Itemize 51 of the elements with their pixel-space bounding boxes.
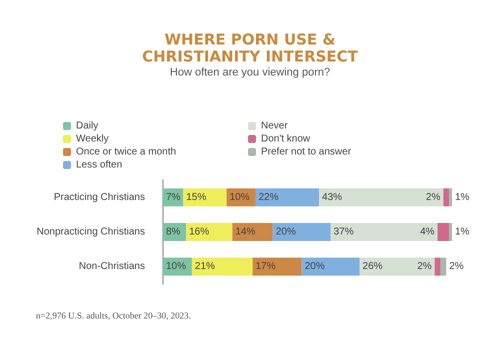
data-label: 14% xyxy=(235,226,256,238)
bar xyxy=(449,188,452,206)
data-label: 1% xyxy=(455,226,470,238)
bar xyxy=(302,258,360,276)
data-label: 4% xyxy=(420,226,435,238)
data-label: 7% xyxy=(166,192,181,203)
data-label: 10% xyxy=(166,261,186,272)
data-label: 2% xyxy=(426,192,440,203)
chart-subtitle: How often are you viewing porn? xyxy=(170,66,330,78)
data-label: 21% xyxy=(194,261,216,272)
legend-label: Once or twice a month xyxy=(76,146,176,158)
data-label: 2% xyxy=(417,261,432,272)
data-label: 8% xyxy=(166,226,181,238)
bar xyxy=(440,258,446,276)
data-label: 26% xyxy=(362,261,383,272)
bar xyxy=(255,188,320,206)
data-label: 17% xyxy=(256,261,276,272)
data-label: 16% xyxy=(189,226,210,238)
data-label: 2% xyxy=(449,261,464,272)
data-label: 22% xyxy=(258,192,279,203)
data-label: 43% xyxy=(322,192,342,203)
legend-label: Weekly xyxy=(76,134,109,144)
data-label: 37% xyxy=(334,226,354,238)
bar xyxy=(360,258,435,276)
text: n=2,976 U.S. adults, October 20–30, 2023. xyxy=(36,310,191,320)
bar xyxy=(232,223,273,241)
y-tick-label: Nonpracticing Christians xyxy=(36,226,145,238)
bar xyxy=(434,258,440,276)
bar xyxy=(330,223,438,241)
bar xyxy=(183,188,227,206)
legend-label: Less often xyxy=(76,160,122,170)
bar xyxy=(443,188,450,206)
data-label: 1% xyxy=(455,192,470,203)
data-label: 10% xyxy=(230,192,250,203)
y-tick-label: Practicing Christians xyxy=(54,192,145,203)
data-label: 20% xyxy=(276,226,296,238)
bar xyxy=(192,258,253,276)
bar xyxy=(449,223,452,241)
y-tick-label: Non-Christians xyxy=(78,261,145,272)
bar xyxy=(186,223,232,241)
chart-title: WHERE PORN USE & CHRISTIANITY INTERSECT xyxy=(142,30,359,66)
legend-label: Never xyxy=(261,120,288,132)
data-label: 20% xyxy=(304,261,325,272)
data-label: 15% xyxy=(186,192,206,203)
legend-label: Daily xyxy=(76,120,98,132)
legend-label: Don't know xyxy=(261,134,311,144)
legend-label: Prefer not to answer xyxy=(261,146,352,158)
bar xyxy=(319,188,444,206)
bar xyxy=(252,258,302,276)
bar xyxy=(272,223,331,241)
bar xyxy=(438,223,450,241)
